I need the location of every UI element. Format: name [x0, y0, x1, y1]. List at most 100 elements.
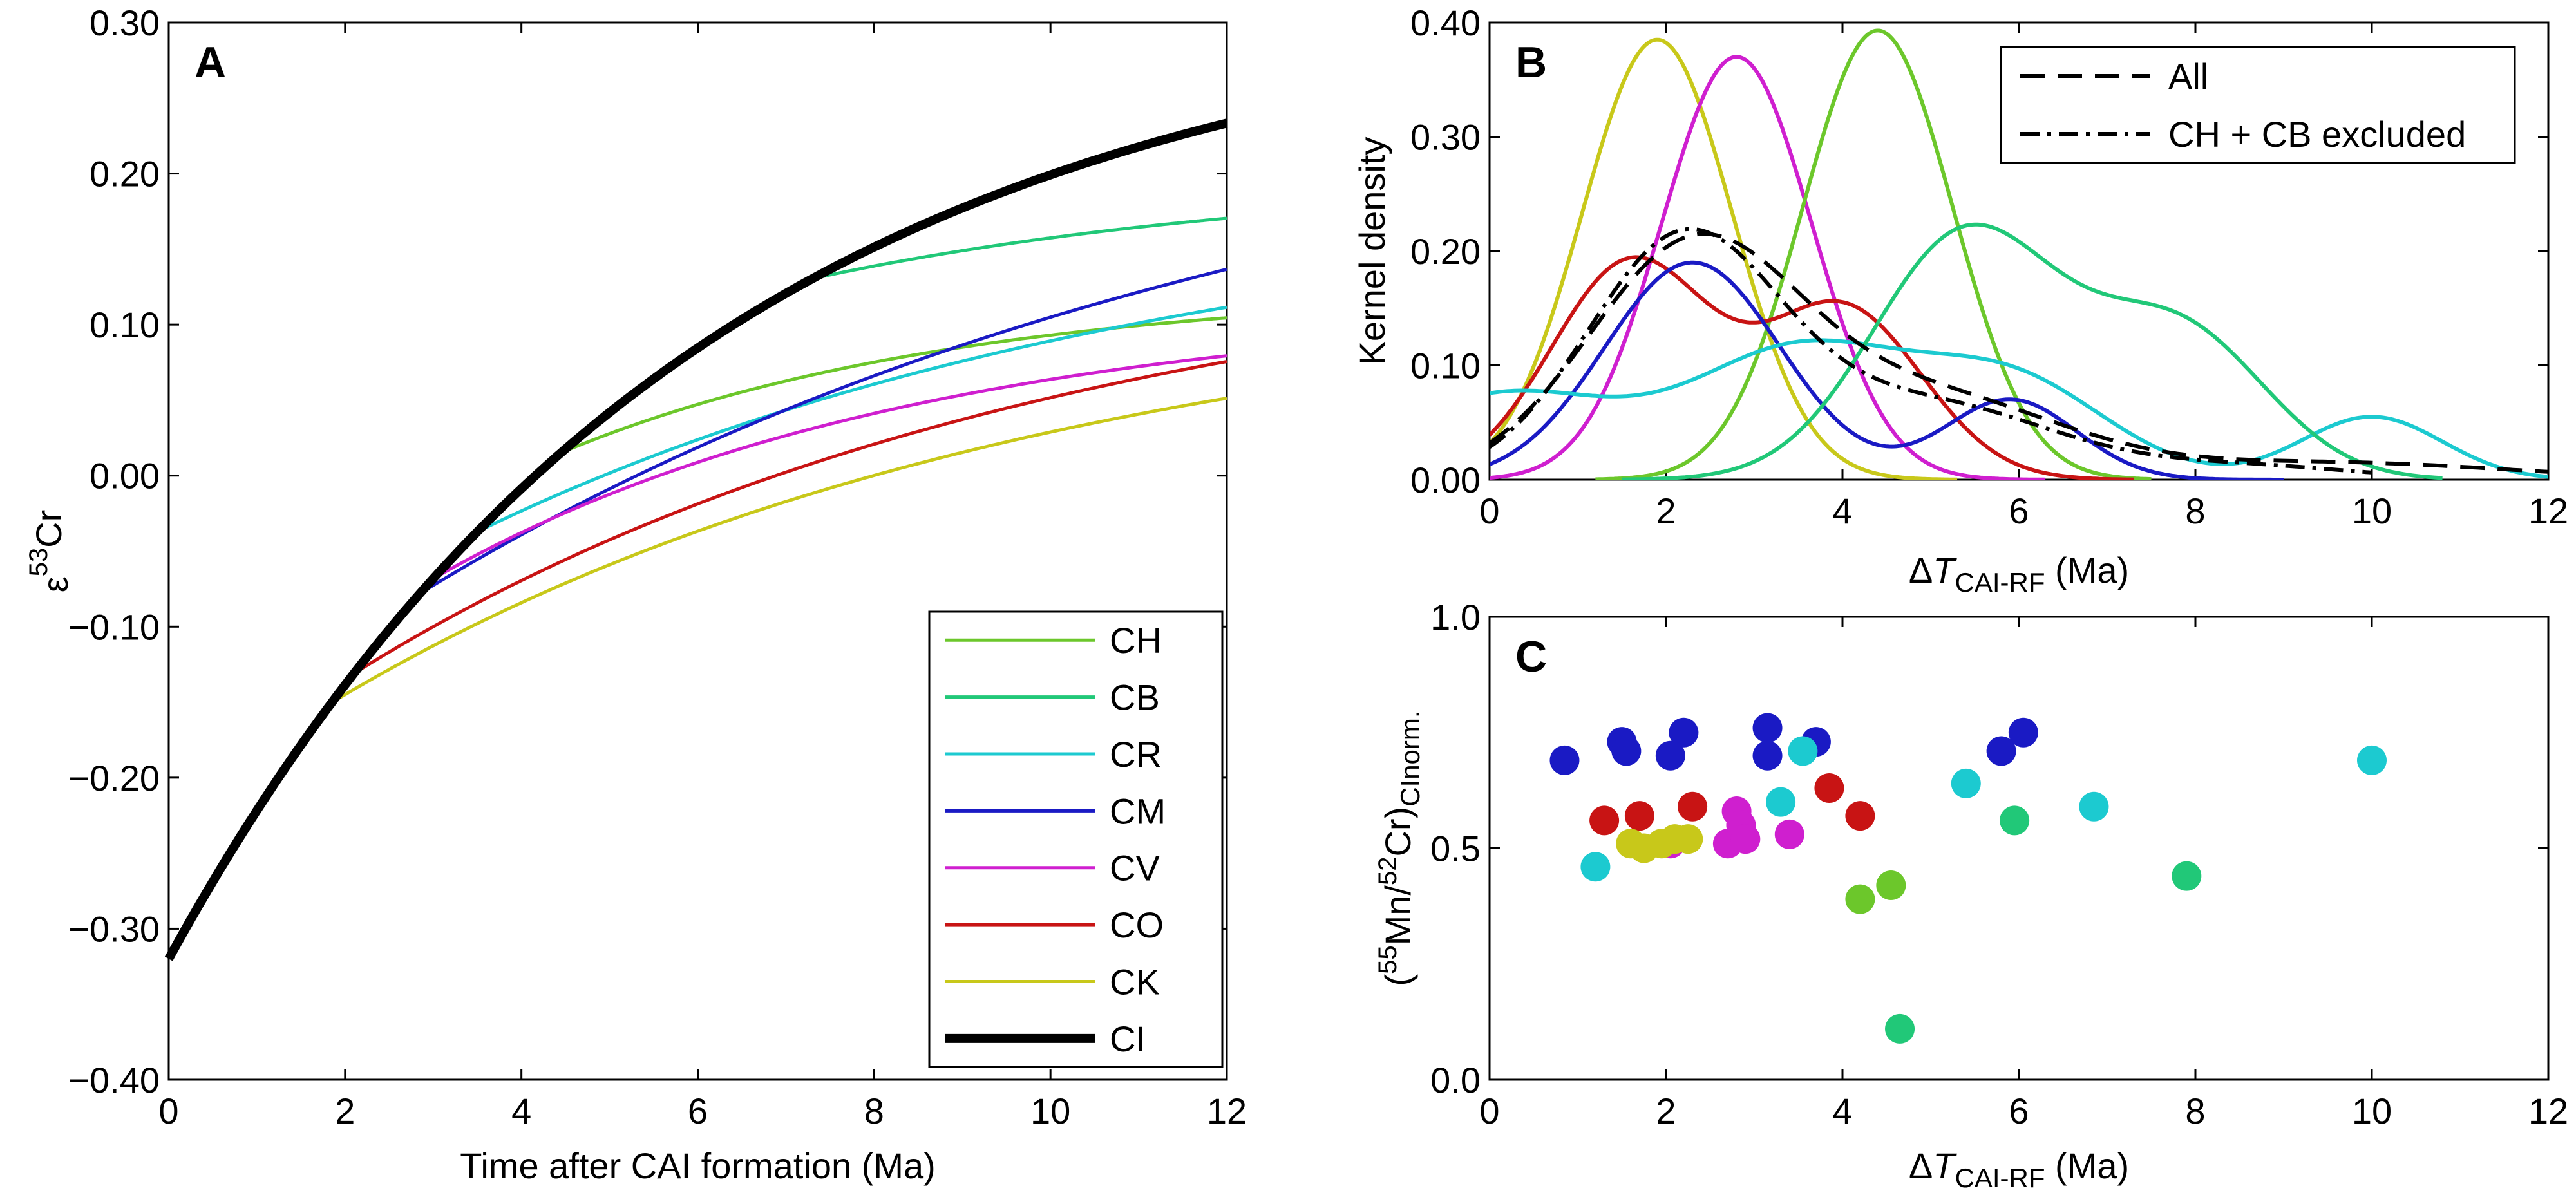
x-tick-label: 8	[2185, 491, 2205, 531]
series-line-cm	[419, 267, 1227, 595]
data-point	[1673, 824, 1703, 854]
data-point	[1611, 736, 1642, 766]
data-point	[2357, 745, 2387, 775]
legend-label: CB	[1110, 677, 1160, 718]
label-part: Mn/	[1378, 885, 1418, 946]
data-point	[2008, 717, 2038, 748]
density-line-cm	[1490, 260, 2284, 480]
panel-label: C	[1515, 632, 1547, 681]
legend-label: CH	[1110, 620, 1162, 661]
series-line-cr	[477, 305, 1227, 534]
y-axis-label: Kernel density	[1352, 137, 1392, 366]
y-tick-label: −0.10	[68, 607, 160, 647]
label-part: 53	[24, 548, 53, 577]
plot-frame	[167, 21, 1228, 1081]
y-tick-label: 0.30	[90, 3, 160, 43]
plot-area-b	[1490, 28, 2548, 480]
x-tick-label: 2	[1656, 1091, 1676, 1131]
series-line-ck	[331, 397, 1227, 704]
legend-label: CM	[1110, 791, 1166, 831]
label-part: Δ	[1909, 1145, 1933, 1186]
x-tick-label: 0	[1479, 1091, 1499, 1131]
x-tick-label: 12	[1207, 1091, 1247, 1131]
label-part: T	[1933, 1145, 1957, 1186]
x-axis-label: Time after CAI formation (Ma)	[460, 1145, 936, 1186]
x-tick-label: 10	[2352, 491, 2392, 531]
points-ck	[1616, 824, 1703, 863]
density-line-cr	[1490, 338, 2548, 479]
points-cm	[1549, 713, 2038, 775]
y-tick-label: 0.0	[1430, 1060, 1481, 1100]
data-point	[2079, 791, 2109, 822]
label-part: ε	[35, 576, 75, 592]
x-tick-label: 6	[688, 1091, 708, 1131]
legend-label: CK	[1110, 961, 1160, 1002]
points-co	[1589, 773, 1875, 836]
legend-label: CR	[1110, 734, 1162, 775]
y-tick-label: 0.40	[1410, 3, 1481, 43]
label-part: T	[1933, 550, 1957, 590]
density-line-ch	[1595, 28, 2152, 480]
axes-b: 0 2 4 6 8 10 12 0.00 0.10 0.20 0.30 0.40 B All CH + CB…	[1352, 3, 2568, 597]
y-tick-label: 0.10	[1410, 346, 1481, 386]
x-tick-label: 2	[335, 1091, 355, 1131]
series-line-ci	[164, 118, 1228, 961]
data-point	[1678, 791, 1708, 822]
y-tick-label: 0.5	[1430, 829, 1481, 869]
x-tick-label: 4	[511, 1091, 531, 1131]
series-line-co	[353, 359, 1227, 675]
legend-a: CH CB CR CM CV CO CK CI	[928, 610, 1224, 1068]
data-point	[2000, 805, 2030, 836]
legend-label: CO	[1110, 905, 1164, 945]
density-line-ck	[1490, 37, 1958, 480]
y-tick-label: 0.30	[1410, 117, 1481, 158]
data-point	[1669, 717, 1699, 748]
legend-label: All	[2168, 56, 2208, 97]
legend-label: CH + CB excluded	[2168, 114, 2466, 155]
y-tick-label: 0.20	[1410, 231, 1481, 272]
legend-b: All CH + CB excluded	[2000, 46, 2516, 164]
label-part: (	[1378, 974, 1418, 986]
data-point	[1655, 740, 1685, 771]
data-point	[1730, 824, 1761, 854]
data-point	[1580, 852, 1611, 882]
x-tick-label: 8	[2185, 1091, 2205, 1131]
label-part: (Ma)	[2045, 1145, 2129, 1186]
data-point	[1752, 740, 1783, 771]
x-tick-label: 8	[864, 1091, 884, 1131]
legend-frame	[928, 610, 1224, 1068]
y-tick-label: 1.0	[1430, 597, 1481, 637]
density-line-cb	[1622, 222, 2443, 480]
x-tick-label: 0	[158, 1091, 178, 1131]
legend-frame	[2000, 46, 2516, 164]
x-tick-label: 12	[2528, 491, 2568, 531]
label-part: CInorm.	[1395, 710, 1425, 806]
data-point	[1766, 787, 1796, 817]
data-point	[1951, 768, 1981, 798]
x-axis-label: ΔTCAI-RF (Ma)	[1909, 550, 2129, 597]
density-line-ch-cb-excluded	[1490, 227, 2372, 475]
data-point	[1752, 713, 1783, 743]
x-axis-label: ΔTCAI-RF (Ma)	[1909, 1145, 2129, 1193]
label-part: Cr	[28, 510, 69, 548]
label-part: CAI-RF	[1955, 1163, 2045, 1193]
panel-label: B	[1515, 38, 1547, 87]
x-tick-label: 4	[1832, 1091, 1852, 1131]
label-part: 55	[1374, 945, 1402, 974]
data-point	[1876, 870, 1906, 901]
data-point	[1624, 801, 1654, 831]
points-cb	[1885, 805, 2202, 1044]
series-line-ch	[560, 316, 1227, 455]
x-tick-label: 2	[1656, 491, 1676, 531]
label-part: CAI-RF	[1955, 567, 2045, 597]
points-cr	[1580, 736, 2387, 882]
y-tick-label: 0.10	[90, 305, 160, 345]
label-part: Cr)	[1378, 807, 1418, 857]
y-axis-label: ε53Cr	[24, 510, 75, 593]
density-line-co	[1490, 255, 2134, 480]
y-tick-label: 0.20	[90, 154, 160, 194]
axes-c: 0 2 4 6 8 10 12 0.0 0.5 1.0 C ΔTCAI-RF (Ma) (55Mn/52…	[1374, 597, 2568, 1193]
label-part: Δ	[1909, 550, 1933, 590]
data-point	[1774, 819, 1804, 849]
